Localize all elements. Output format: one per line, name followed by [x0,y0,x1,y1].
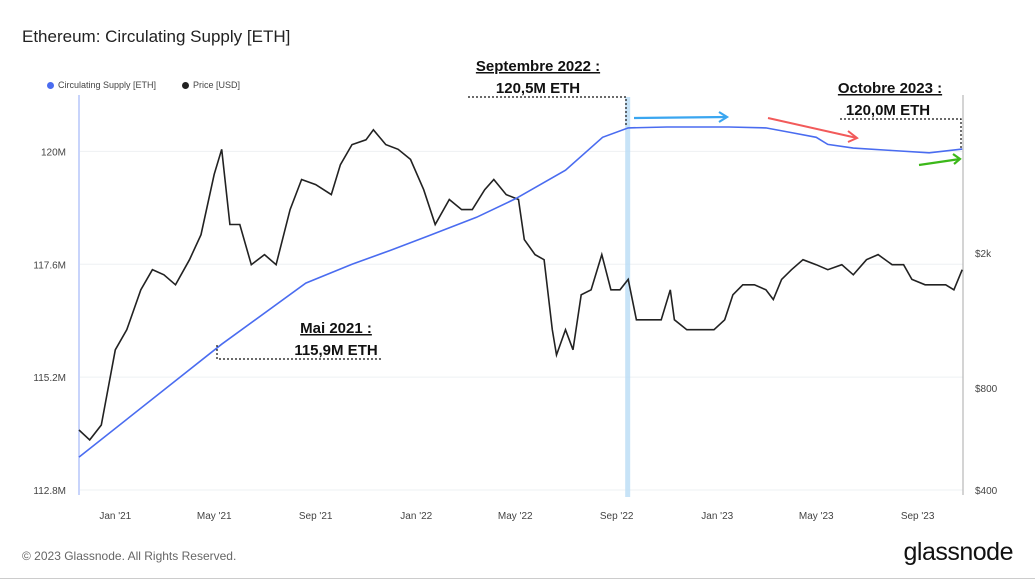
divider [0,578,1035,579]
y-right-tick-label: $800 [975,384,998,395]
glassnode-logo[interactable]: glassnode [903,538,1014,566]
annotation-sep-2022: Septembre 2022 : 120,5M ETH [468,58,627,126]
arrow-up-icon [918,153,962,167]
series-line-price [78,128,963,442]
legend-item-supply[interactable]: Circulating Supply [ETH] [47,80,156,90]
legend-label: Circulating Supply [ETH] [58,80,157,90]
x-tick-label: Jan '22 [400,511,432,522]
y-left-tick-label: 115.2M [33,373,66,384]
legend-dot-icon [47,81,54,89]
x-tick-label: May '21 [197,511,232,522]
y-left-tick-label: 117.6M [33,260,66,271]
x-tick-label: Sep '23 [901,511,935,522]
x-tick-label: Jan '21 [99,511,131,522]
x-tick-label: May '22 [498,511,533,522]
annotation-title: Septembre 2022 : [476,58,600,75]
annotation-value: 115,9M ETH [294,342,377,359]
annotation-may-2021: Mai 2021 : 115,9M ETH [216,320,381,360]
legend-dot-icon [182,81,189,89]
copyright: © 2023 Glassnode. All Rights Reserved. [22,549,237,563]
series-line-supply [78,126,963,458]
annotation-oct-2023: Octobre 2023 : 120,0M ETH [838,80,962,150]
legend-label: Price [USD] [193,80,241,90]
x-tick-label: Jan '23 [701,511,733,522]
y-right-tick-label: $400 [975,486,998,497]
y-left-tick-label: 112.8M [33,486,66,497]
legend-item-price[interactable]: Price [USD] [182,80,240,90]
arrow-down-icon [767,117,859,143]
annotation-title: Octobre 2023 : [838,80,942,97]
chart-title: Ethereum: Circulating Supply [ETH] [22,27,291,46]
x-tick-label: May '23 [799,511,834,522]
x-tick-label: Sep '21 [299,511,333,522]
annotation-value: 120,5M ETH [496,80,580,97]
y-left-tick-label: 120M [41,147,66,158]
annotation-value: 120,0M ETH [846,102,930,119]
highlight-band [625,97,631,497]
arrow-flat-icon [633,111,730,123]
y-right-tick-label: $2k [975,249,992,260]
x-tick-label: Sep '22 [600,511,634,522]
annotation-title: Mai 2021 : [300,320,372,337]
